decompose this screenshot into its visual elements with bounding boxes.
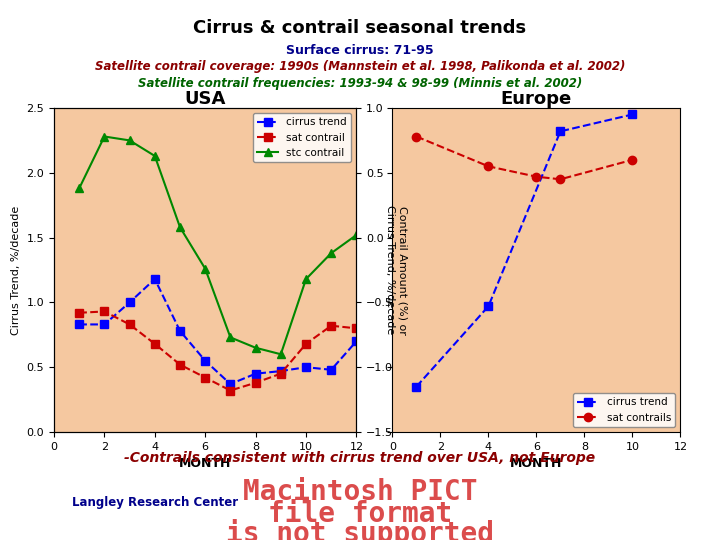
Text: Langley Research Center: Langley Research Center	[72, 496, 238, 509]
stc contrail	[75, 185, 84, 192]
Text: Macintosh PICT: Macintosh PICT	[243, 478, 477, 506]
Legend: cirrus trend, sat contrails: cirrus trend, sat contrails	[573, 393, 675, 427]
Line: cirrus trend: cirrus trend	[75, 275, 361, 388]
sat contrail	[125, 321, 134, 328]
stc contrail	[100, 133, 109, 140]
cirrus trend	[125, 299, 134, 306]
stc contrail	[176, 224, 184, 231]
sat contrail	[226, 387, 235, 394]
stc contrail	[150, 153, 159, 159]
Line: sat contrail: sat contrail	[75, 307, 361, 395]
sat contrails	[412, 133, 420, 140]
cirrus trend	[352, 338, 361, 345]
stc contrail	[327, 250, 336, 256]
sat contrail	[302, 341, 310, 347]
X-axis label: MONTH: MONTH	[179, 457, 231, 470]
sat contrail	[201, 374, 210, 381]
sat contrail	[100, 308, 109, 315]
sat contrail	[251, 380, 260, 386]
cirrus trend	[100, 321, 109, 328]
sat contrail	[352, 325, 361, 332]
cirrus trend	[276, 368, 285, 374]
stc contrail	[276, 351, 285, 357]
Title: Europe: Europe	[501, 90, 572, 108]
cirrus trend	[176, 328, 184, 334]
stc contrail	[251, 345, 260, 351]
sat contrail	[150, 341, 159, 347]
sat contrail	[327, 322, 336, 329]
sat contrail	[75, 309, 84, 316]
sat contrail	[176, 361, 184, 368]
stc contrail	[125, 137, 134, 144]
Y-axis label: Contrail Amount (%) or
Cirrus Trend, %/decade: Contrail Amount (%) or Cirrus Trend, %/d…	[385, 205, 407, 335]
cirrus trend	[75, 321, 84, 328]
Line: stc contrail: stc contrail	[75, 132, 361, 359]
Text: Surface cirrus: 71-95: Surface cirrus: 71-95	[286, 44, 434, 57]
Y-axis label: Cirrus Trend, %/decade: Cirrus Trend, %/decade	[11, 205, 21, 335]
sat contrails	[484, 163, 492, 170]
sat contrail	[276, 370, 285, 377]
cirrus trend	[302, 364, 310, 370]
stc contrail	[201, 266, 210, 272]
Line: cirrus trend: cirrus trend	[413, 110, 636, 391]
cirrus trend	[412, 383, 420, 390]
sat contrails	[628, 157, 636, 163]
cirrus trend	[226, 381, 235, 387]
cirrus trend	[201, 357, 210, 364]
Title: USA: USA	[184, 90, 226, 108]
stc contrail	[352, 232, 361, 238]
Text: file format: file format	[268, 500, 452, 528]
cirrus trend	[556, 128, 564, 134]
X-axis label: MONTH: MONTH	[510, 457, 562, 470]
cirrus trend	[251, 370, 260, 377]
cirrus trend	[484, 303, 492, 309]
Line: sat contrails: sat contrails	[413, 132, 636, 184]
Text: is not supported: is not supported	[226, 519, 494, 540]
Text: -Contrails consistent with cirrus trend over USA, not Europe: -Contrails consistent with cirrus trend …	[125, 451, 595, 465]
Text: Cirrus & contrail seasonal trends: Cirrus & contrail seasonal trends	[194, 19, 526, 37]
cirrus trend	[327, 367, 336, 373]
sat contrails	[556, 176, 564, 183]
Legend: cirrus trend, sat contrail, stc contrail: cirrus trend, sat contrail, stc contrail	[253, 113, 351, 162]
sat contrails	[532, 173, 541, 180]
stc contrail	[226, 334, 235, 341]
Text: Satellite contrail frequencies: 1993-94 & 98-99 (Minnis et al. 2002): Satellite contrail frequencies: 1993-94 …	[138, 77, 582, 90]
cirrus trend	[150, 276, 159, 282]
cirrus trend	[628, 111, 636, 118]
Text: Satellite contrail coverage: 1990s (Mannstein et al. 1998, Palikonda et al. 2002: Satellite contrail coverage: 1990s (Mann…	[95, 60, 625, 73]
stc contrail	[302, 276, 310, 282]
